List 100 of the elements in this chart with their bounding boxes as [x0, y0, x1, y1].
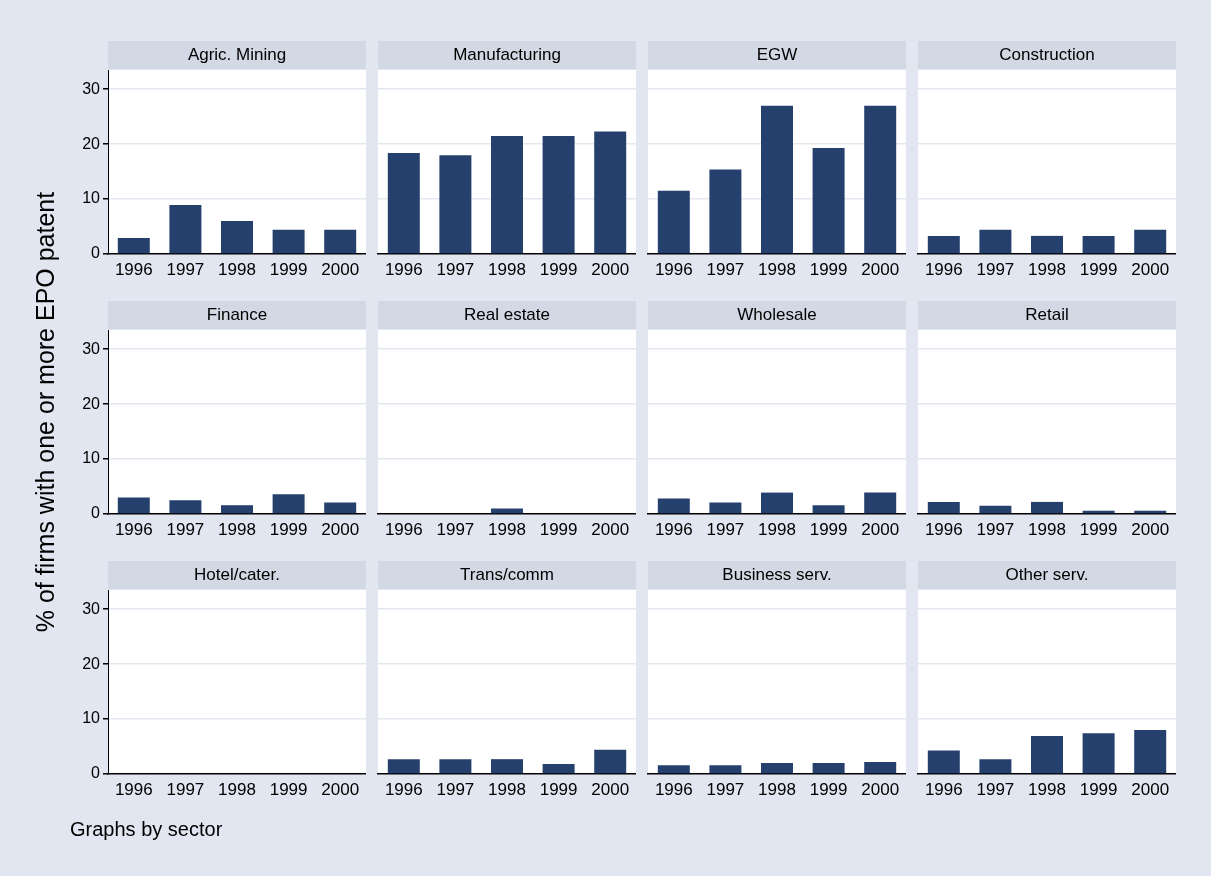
x-tick-label: 2000	[591, 519, 630, 539]
x-tick-label: 2000	[1131, 519, 1170, 539]
x-tick-label: 2000	[321, 259, 360, 279]
chart-title: Retail	[1025, 305, 1069, 325]
bar	[657, 498, 690, 514]
x-tick-label: 1996	[114, 259, 153, 279]
chart-title: Business serv.	[722, 565, 832, 585]
bar	[709, 169, 742, 254]
y-tick-label: 0	[91, 244, 101, 262]
x-tick-label: 1998	[1028, 519, 1066, 539]
x-tick-label: 1997	[436, 779, 475, 799]
x-tick-label: 1996	[384, 519, 423, 539]
x-tick-label: 1999	[809, 779, 848, 799]
bar	[657, 190, 690, 254]
x-tick-label: 1998	[218, 259, 256, 279]
bar	[542, 135, 575, 254]
x-tick-label: 1997	[706, 779, 745, 799]
x-tick-label: 1997	[976, 779, 1015, 799]
bar	[864, 105, 897, 254]
x-tick-label: 1999	[269, 779, 308, 799]
bar	[221, 221, 253, 254]
x-tick-label: 1997	[166, 519, 205, 539]
x-tick-label: 2000	[321, 779, 360, 799]
x-tick-label: 1996	[114, 779, 153, 799]
x-tick-label: 1998	[218, 519, 256, 539]
x-tick-label: 1996	[654, 779, 693, 799]
x-tick-label: 1996	[654, 519, 693, 539]
x-tick-label: 1999	[809, 259, 848, 279]
bar	[864, 492, 897, 514]
chart-title: Finance	[206, 305, 268, 325]
y-tick-label: 10	[82, 189, 101, 207]
x-tick-label: 1998	[1028, 779, 1066, 799]
bar	[272, 494, 305, 514]
bar	[117, 238, 150, 254]
y-tick-label: 0	[91, 504, 101, 522]
bar	[1031, 736, 1063, 774]
x-tick-label: 1997	[166, 259, 205, 279]
x-tick-label: 1996	[114, 519, 153, 539]
x-tick-label: 1997	[706, 259, 745, 279]
x-tick-label: 1998	[488, 259, 526, 279]
y-tick-label: 20	[82, 134, 101, 152]
x-tick-label: 1999	[269, 519, 308, 539]
x-tick-label: 2000	[591, 259, 630, 279]
bar	[324, 229, 357, 254]
x-tick-label: 1999	[539, 259, 578, 279]
x-tick-label: 1998	[758, 259, 796, 279]
x-tick-label: 1997	[706, 519, 745, 539]
y-tick-label: 30	[82, 599, 101, 617]
bar	[117, 497, 150, 514]
chart-title: Hotel/cater.	[194, 565, 280, 585]
y-tick-label: 10	[82, 449, 101, 467]
bar	[594, 131, 627, 254]
x-tick-label: 1997	[436, 259, 475, 279]
x-tick-label: 1998	[488, 779, 526, 799]
bar	[169, 500, 202, 514]
x-tick-label: 1997	[436, 519, 475, 539]
x-tick-label: 1996	[384, 779, 423, 799]
chart-title: Other serv.	[1005, 565, 1089, 585]
x-tick-label: 1998	[1028, 259, 1066, 279]
bar	[491, 135, 523, 254]
y-axis-title: % of firms with one or more EPO patent	[30, 191, 60, 633]
bar	[169, 205, 202, 254]
chart-title: Manufacturing	[453, 45, 561, 65]
y-tick-label: 0	[91, 764, 101, 782]
bar	[387, 152, 420, 254]
chart-title: EGW	[756, 45, 798, 65]
x-tick-label: 1999	[1079, 519, 1118, 539]
bar	[272, 229, 305, 254]
x-tick-label: 1997	[166, 779, 205, 799]
chart-title: Construction	[999, 45, 1095, 65]
x-tick-label: 1998	[758, 779, 796, 799]
x-tick-label: 1996	[384, 259, 423, 279]
bar	[439, 155, 472, 254]
x-tick-label: 1996	[924, 779, 963, 799]
x-tick-label: 1998	[218, 779, 256, 799]
x-tick-label: 1996	[924, 519, 963, 539]
x-tick-label: 2000	[591, 779, 630, 799]
y-tick-label: 10	[82, 709, 101, 727]
x-tick-label: 1999	[1079, 259, 1118, 279]
x-tick-label: 2000	[861, 259, 900, 279]
x-tick-label: 1999	[539, 519, 578, 539]
x-tick-label: 2000	[1131, 259, 1170, 279]
x-tick-label: 1997	[976, 519, 1015, 539]
x-tick-label: 2000	[861, 779, 900, 799]
x-tick-label: 1999	[269, 259, 308, 279]
bar	[979, 759, 1012, 774]
chart-title: Wholesale	[737, 305, 817, 325]
x-tick-label: 1998	[488, 519, 526, 539]
x-tick-label: 1996	[924, 259, 963, 279]
x-tick-label: 1999	[1079, 779, 1118, 799]
y-tick-label: 20	[82, 394, 101, 412]
chart-title: Real estate	[464, 305, 550, 325]
x-tick-label: 1999	[809, 519, 848, 539]
x-tick-label: 1999	[539, 779, 578, 799]
bar	[812, 147, 845, 254]
x-tick-label: 1997	[976, 259, 1015, 279]
x-tick-label: 2000	[321, 519, 360, 539]
bar	[927, 750, 960, 774]
chart-title: Agric. Mining	[187, 45, 287, 65]
x-tick-label: 2000	[1131, 779, 1170, 799]
